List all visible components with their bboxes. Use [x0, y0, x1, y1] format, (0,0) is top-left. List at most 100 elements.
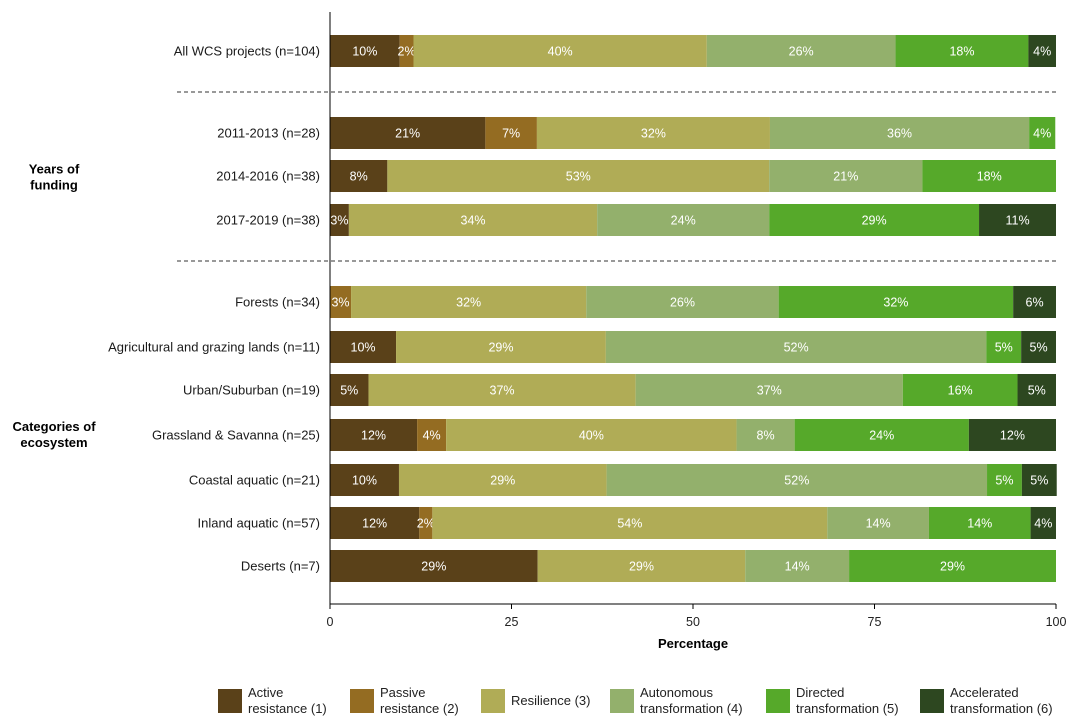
bar-value-label: 16% — [948, 384, 973, 398]
x-tick-label: 0 — [327, 615, 334, 629]
bar-segment — [635, 374, 903, 406]
bar-segment — [706, 35, 896, 67]
bar-value-label: 18% — [977, 170, 1002, 184]
bar-value-label: 21% — [395, 127, 420, 141]
bar-segment — [387, 160, 770, 192]
bar-segment — [922, 160, 1056, 192]
bar-value-label: 37% — [757, 384, 782, 398]
category-label: 2017-2019 (n=38) — [216, 213, 320, 228]
bar-segment — [396, 331, 606, 363]
legend-swatch — [920, 689, 944, 713]
bar-value-label: 4% — [1033, 45, 1051, 59]
bar-segment — [351, 286, 587, 318]
bar-segment — [586, 286, 779, 318]
bar-segment — [1029, 117, 1056, 149]
bar-segment — [537, 550, 746, 582]
bar-segment — [446, 419, 737, 451]
bar-value-label: 4% — [1033, 127, 1051, 141]
bar-value-label: 24% — [671, 214, 696, 228]
bar-value-label: 12% — [362, 517, 387, 531]
bar-segment — [769, 204, 980, 236]
bar-value-label: 37% — [490, 384, 515, 398]
bar-value-label: 29% — [629, 560, 654, 574]
bar-segment — [330, 35, 400, 67]
bar-value-label: 10% — [352, 45, 377, 59]
category-label: Grassland & Savanna (n=25) — [152, 428, 320, 443]
bar-segment — [348, 204, 598, 236]
bar-value-label: 32% — [883, 296, 908, 310]
bar-value-label: 2% — [417, 517, 435, 531]
bar-value-label: 29% — [490, 474, 515, 488]
bar-segment — [769, 160, 923, 192]
bar-value-label: 52% — [784, 341, 809, 355]
bar-segment — [417, 419, 447, 451]
bar-segment — [979, 204, 1056, 236]
bar-value-label: 4% — [1034, 517, 1052, 531]
bar-value-label: 10% — [351, 341, 376, 355]
bar-segment — [330, 160, 388, 192]
bar-value-label: 29% — [488, 341, 513, 355]
bar-value-label: 3% — [331, 296, 349, 310]
category-label: 2011-2013 (n=28) — [217, 126, 320, 141]
category-label: 2014-2016 (n=38) — [216, 169, 320, 184]
legend-label: resistance (1) — [248, 701, 327, 716]
legend-swatch — [610, 689, 634, 713]
category-label: Agricultural and grazing lands (n=11) — [108, 340, 320, 355]
group-label: funding — [30, 178, 78, 193]
bar-segment — [1028, 35, 1056, 67]
group-label: Years of — [29, 162, 80, 177]
bar-value-label: 5% — [340, 384, 358, 398]
category-labels: All WCS projects (n=104) 2011-2013 (n=28)… — [108, 44, 320, 574]
group-label: ecosystem — [20, 435, 87, 450]
bar-segment — [1030, 507, 1056, 539]
bar-segment — [1021, 331, 1056, 363]
legend-swatch — [766, 689, 790, 713]
bar-value-label: 5% — [995, 341, 1013, 355]
legend-label: Accelerated — [950, 685, 1019, 700]
bar-segment — [413, 35, 707, 67]
bar-segment — [778, 286, 1014, 318]
bar-value-label: 24% — [869, 429, 894, 443]
bar-value-label: 5% — [1028, 384, 1046, 398]
bar-segment — [987, 464, 1022, 496]
bar-value-label: 6% — [1026, 296, 1044, 310]
legend-swatch — [218, 689, 242, 713]
bar-value-label: 32% — [641, 127, 666, 141]
bar-segment — [399, 35, 414, 67]
bar-segment — [330, 550, 538, 582]
legend-label: transformation (4) — [640, 701, 743, 716]
bar-value-label: 10% — [352, 474, 377, 488]
bar-value-label: 40% — [548, 45, 573, 59]
bar-value-label: 5% — [1030, 474, 1048, 488]
category-label: Inland aquatic (n=57) — [197, 516, 320, 531]
legend-label: Directed — [796, 685, 844, 700]
bar-segment — [745, 550, 850, 582]
bar-segment — [986, 331, 1022, 363]
bar-value-label: 2% — [398, 45, 416, 59]
bar-value-label: 54% — [617, 517, 642, 531]
bar-segment — [928, 507, 1031, 539]
bar-segment — [895, 35, 1029, 67]
group-label: Categories of — [12, 419, 96, 434]
legend-label: Active — [248, 685, 283, 700]
bar-value-label: 52% — [784, 474, 809, 488]
bar-value-label: 12% — [361, 429, 386, 443]
bar-value-label: 3% — [330, 214, 348, 228]
bar-value-label: 29% — [940, 560, 965, 574]
bar-segment — [1013, 286, 1056, 318]
x-tick-label: 100 — [1046, 615, 1067, 629]
x-tick-label: 75 — [868, 615, 882, 629]
category-label: Coastal aquatic (n=21) — [189, 473, 320, 488]
x-tick-label: 50 — [686, 615, 700, 629]
legend-label: Passive — [380, 685, 426, 700]
bar-value-label: 8% — [350, 170, 368, 184]
bar-segment — [968, 419, 1056, 451]
legend-swatch — [481, 689, 505, 713]
bar-segment — [597, 204, 770, 236]
bar-segment — [330, 286, 352, 318]
bar-value-label: 36% — [887, 127, 912, 141]
bar-segment — [330, 374, 369, 406]
